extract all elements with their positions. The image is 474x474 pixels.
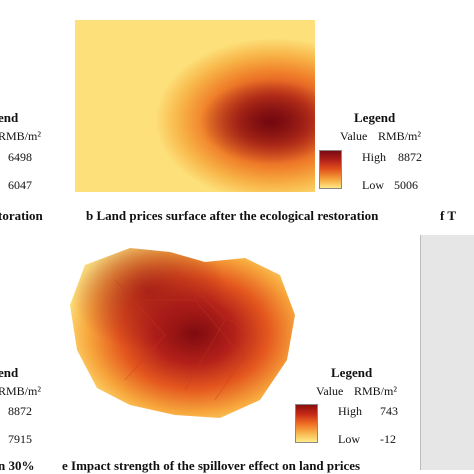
legend-low-label-b: Low	[362, 178, 384, 192]
legend-value-low-d: 7915	[8, 432, 32, 446]
legend-unit-e: RMB/m²	[354, 384, 397, 398]
caption-fragment-a: toration	[0, 208, 43, 223]
legend-unit-b: RMB/m²	[378, 129, 421, 143]
land-price-surface-map	[75, 20, 315, 192]
legend-value-high-d: 8872	[8, 404, 32, 418]
legend-unit-fragment-a: RMB/m²	[0, 129, 41, 143]
legend-color-ramp-b	[319, 150, 342, 189]
legend-high-label-b: High	[362, 150, 386, 164]
caption-b: b Land prices surface after the ecologic…	[86, 208, 379, 223]
legend-value-low-a: 6047	[8, 178, 32, 192]
caption-fragment-f: f T	[440, 208, 457, 223]
legend-color-ramp-e	[295, 404, 318, 443]
legend-value-label-b: Value	[340, 129, 368, 143]
legend-high-value-b: 8872	[398, 150, 422, 164]
caption-fragment-d: n 30%	[0, 458, 35, 473]
legend-value-high-a: 6498	[8, 150, 32, 164]
legend-title-b: Legend	[354, 110, 396, 125]
legend-low-value-b: 5006	[394, 178, 418, 192]
caption-e: e Impact strength of the spillover effec…	[62, 458, 361, 473]
spillover-impact-map	[70, 248, 295, 418]
legend-low-label-e: Low	[338, 432, 360, 446]
legend-low-value-e: -12	[380, 432, 396, 446]
legend-title-e: Legend	[331, 365, 373, 380]
panel-f-edge	[420, 235, 474, 470]
legend-unit-fragment-d: RMB/m²	[0, 384, 41, 398]
legend-title-fragment-d: end	[0, 365, 19, 380]
legend-title-fragment-a: end	[0, 110, 19, 125]
legend-high-value-e: 743	[380, 404, 398, 418]
legend-high-label-e: High	[338, 404, 362, 418]
legend-value-label-e: Value	[316, 384, 344, 398]
